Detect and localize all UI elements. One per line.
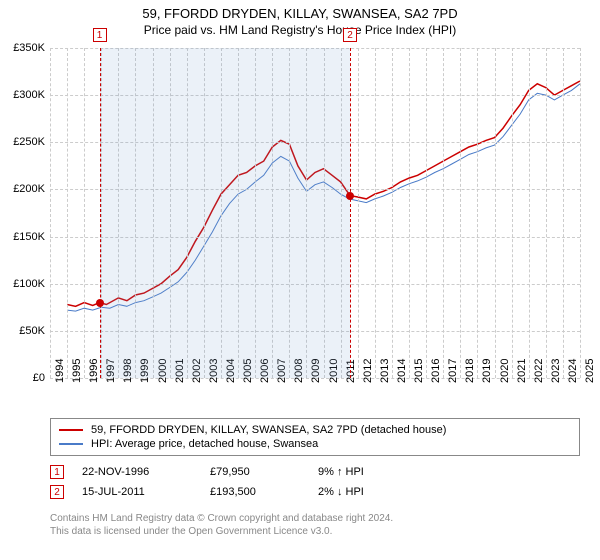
footer-line: Contains HM Land Registry data © Crown c…: [50, 512, 580, 525]
x-tick-label: 2021: [516, 359, 528, 383]
plot-region: £0£50K£100K£150K£200K£250K£300K£350K1994…: [50, 48, 580, 378]
chart-container: 59, FFORDD DRYDEN, KILLAY, SWANSEA, SA2 …: [0, 0, 600, 560]
legend-swatch: [59, 429, 83, 431]
y-tick-label: £50K: [19, 325, 45, 337]
x-tick-label: 2015: [413, 359, 425, 383]
chart-title: 59, FFORDD DRYDEN, KILLAY, SWANSEA, SA2 …: [0, 0, 600, 21]
event-date: 15-JUL-2011: [82, 486, 192, 498]
x-tick-label: 1995: [71, 359, 83, 383]
marker-box: 2: [343, 28, 357, 42]
y-tick-label: £150K: [13, 231, 45, 243]
x-tick-label: 2020: [499, 359, 511, 383]
y-tick-label: £350K: [13, 42, 45, 54]
event-row: 1 22-NOV-1996 £79,950 9% ↑ HPI: [50, 462, 580, 482]
x-tick-label: 2025: [584, 359, 596, 383]
legend-label: HPI: Average price, detached house, Swan…: [91, 438, 318, 450]
event-row: 2 15-JUL-2011 £193,500 2% ↓ HPI: [50, 482, 580, 502]
y-tick-label: £0: [33, 372, 45, 384]
x-tick-label: 2022: [533, 359, 545, 383]
x-tick-label: 2012: [362, 359, 374, 383]
x-tick-label: 2024: [567, 359, 579, 383]
footer-line: This data is licensed under the Open Gov…: [50, 525, 580, 538]
footer: Contains HM Land Registry data © Crown c…: [50, 512, 580, 538]
x-tick-label: 2019: [481, 359, 493, 383]
marker-dot: [96, 299, 104, 307]
event-marker-icon: 2: [50, 485, 64, 499]
chart-area: £0£50K£100K£150K£200K£250K£300K£350K1994…: [50, 48, 580, 378]
x-tick-label: 1994: [54, 359, 66, 383]
x-tick-label: 2018: [464, 359, 476, 383]
event-price: £79,950: [210, 466, 300, 478]
legend-swatch: [59, 443, 83, 445]
legend-label: 59, FFORDD DRYDEN, KILLAY, SWANSEA, SA2 …: [91, 424, 446, 436]
y-tick-label: £100K: [13, 278, 45, 290]
x-tick-label: 2017: [447, 359, 459, 383]
event-pct: 9% ↑ HPI: [318, 466, 418, 478]
y-tick-label: £250K: [13, 136, 45, 148]
event-table: 1 22-NOV-1996 £79,950 9% ↑ HPI 2 15-JUL-…: [50, 462, 580, 502]
x-tick-label: 2014: [396, 359, 408, 383]
x-tick-label: 1996: [88, 359, 100, 383]
x-tick-label: 2013: [379, 359, 391, 383]
event-price: £193,500: [210, 486, 300, 498]
chart-subtitle: Price paid vs. HM Land Registry's House …: [0, 21, 600, 37]
event-pct: 2% ↓ HPI: [318, 486, 418, 498]
legend-item: HPI: Average price, detached house, Swan…: [59, 437, 571, 451]
y-tick-label: £300K: [13, 89, 45, 101]
x-tick-label: 2023: [550, 359, 562, 383]
marker-dot: [346, 192, 354, 200]
y-tick-label: £200K: [13, 183, 45, 195]
event-marker-icon: 1: [50, 465, 64, 479]
event-date: 22-NOV-1996: [82, 466, 192, 478]
marker-box: 1: [93, 28, 107, 42]
legend: 59, FFORDD DRYDEN, KILLAY, SWANSEA, SA2 …: [50, 418, 580, 456]
legend-item: 59, FFORDD DRYDEN, KILLAY, SWANSEA, SA2 …: [59, 423, 571, 437]
x-tick-label: 2016: [430, 359, 442, 383]
